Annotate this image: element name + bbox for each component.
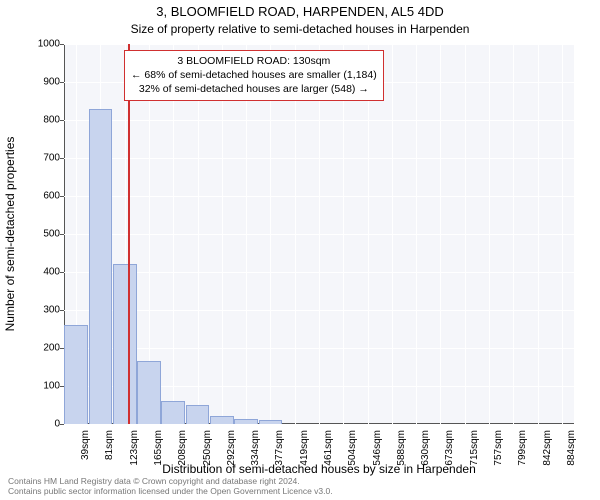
annotation-line: 3 BLOOMFIELD ROAD: 130sqm: [131, 54, 377, 68]
x-tick-label: 123sqm: [129, 430, 140, 466]
x-tick-label: 292sqm: [226, 430, 237, 466]
annotation-box: 3 BLOOMFIELD ROAD: 130sqm← 68% of semi-d…: [124, 50, 384, 101]
x-tick-label: 673sqm: [444, 430, 455, 466]
x-tick-label: 504sqm: [347, 430, 358, 466]
chart-subtitle: Size of property relative to semi-detach…: [0, 22, 600, 36]
histogram-bar: [210, 416, 234, 424]
attribution-text: Contains HM Land Registry data © Crown c…: [8, 476, 333, 496]
x-tick-label: 334sqm: [250, 430, 261, 466]
x-tick-label: 461sqm: [323, 430, 334, 466]
x-tick-label: 377sqm: [274, 430, 285, 466]
y-tick-label: 0: [20, 419, 60, 430]
gridline-v: [198, 44, 199, 424]
y-tick-label: 300: [20, 305, 60, 316]
gridline-h: [64, 424, 574, 425]
gridline-v: [222, 44, 223, 424]
gridline-v: [392, 44, 393, 424]
plot-area: 3 BLOOMFIELD ROAD: 130sqm← 68% of semi-d…: [64, 44, 574, 424]
gridline-v: [489, 44, 490, 424]
y-tick-label: 900: [20, 77, 60, 88]
histogram-bar: [161, 401, 185, 424]
annotation-line: ← 68% of semi-detached houses are smalle…: [131, 68, 377, 82]
gridline-v: [538, 44, 539, 424]
y-tick-label: 500: [20, 229, 60, 240]
x-tick-label: 715sqm: [469, 430, 480, 466]
gridline-v: [368, 44, 369, 424]
y-tick-label: 800: [20, 115, 60, 126]
x-tick-label: 546sqm: [372, 430, 383, 466]
x-tick-label: 39sqm: [80, 430, 91, 460]
histogram-bar: [186, 405, 210, 424]
x-tick-label: 419sqm: [299, 430, 310, 466]
gridline-v: [270, 44, 271, 424]
annotation-line: 32% of semi-detached houses are larger (…: [131, 82, 377, 96]
histogram-bar: [137, 361, 161, 424]
y-tick-label: 1000: [20, 39, 60, 50]
histogram-bar: [89, 109, 113, 424]
gridline-v: [465, 44, 466, 424]
gridline-v: [343, 44, 344, 424]
attribution-line: Contains public sector information licen…: [8, 486, 333, 496]
gridline-v: [173, 44, 174, 424]
y-tick-label: 600: [20, 191, 60, 202]
x-tick-label: 250sqm: [202, 430, 213, 466]
x-tick-label: 81sqm: [104, 430, 115, 460]
x-tick-label: 165sqm: [153, 430, 164, 466]
x-tick-label: 757sqm: [493, 430, 504, 466]
x-tick-label: 630sqm: [420, 430, 431, 466]
histogram-bar: [234, 419, 258, 424]
x-tick-label: 799sqm: [517, 430, 528, 466]
marker-line: [128, 44, 130, 424]
x-tick-label: 884sqm: [566, 430, 577, 466]
x-tick-label: 588sqm: [396, 430, 407, 466]
gridline-v: [246, 44, 247, 424]
histogram-bar: [259, 420, 283, 424]
y-tick-label: 200: [20, 343, 60, 354]
histogram-bar: [64, 325, 88, 424]
gridline-v: [562, 44, 563, 424]
chart-title: 3, BLOOMFIELD ROAD, HARPENDEN, AL5 4DD: [0, 4, 600, 19]
histogram-bar: [113, 264, 137, 424]
y-axis-label: Number of semi-detached properties: [3, 137, 17, 332]
y-tick-label: 100: [20, 381, 60, 392]
gridline-v: [295, 44, 296, 424]
y-tick-label: 400: [20, 267, 60, 278]
x-tick-label: 208sqm: [177, 430, 188, 466]
y-tick-label: 700: [20, 153, 60, 164]
gridline-v: [440, 44, 441, 424]
x-tick-label: 842sqm: [542, 430, 553, 466]
attribution-line: Contains HM Land Registry data © Crown c…: [8, 476, 333, 486]
gridline-v: [319, 44, 320, 424]
gridline-v: [416, 44, 417, 424]
gridline-v: [513, 44, 514, 424]
